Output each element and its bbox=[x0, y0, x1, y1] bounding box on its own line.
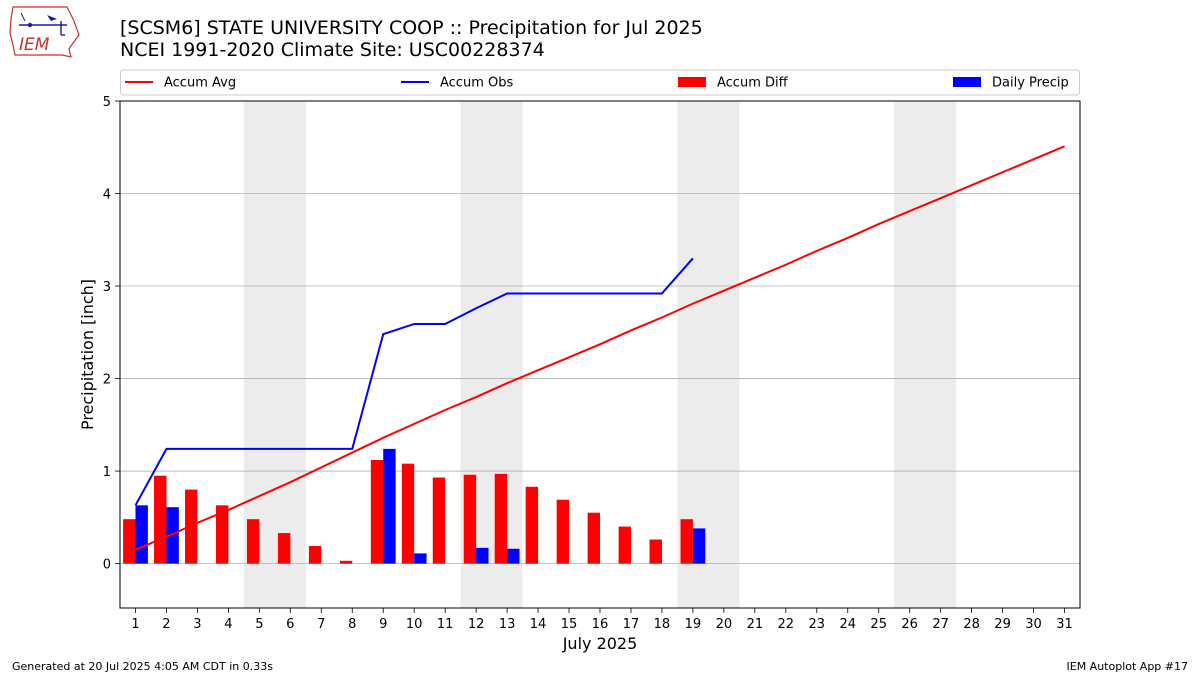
accum-diff-bar bbox=[246, 519, 260, 564]
x-tick-label: 11 bbox=[437, 617, 454, 632]
accum-obs-line bbox=[134, 257, 694, 506]
accum-diff-bar bbox=[556, 499, 570, 564]
weekend-band bbox=[925, 101, 957, 608]
accum-diff-bar bbox=[339, 560, 353, 564]
x-tick-label: 31 bbox=[1056, 617, 1073, 632]
x-tick-label: 17 bbox=[623, 617, 640, 632]
x-tick-label: 3 bbox=[193, 617, 201, 632]
svg-text:IEM: IEM bbox=[19, 35, 50, 55]
iem-logo: IEM bbox=[9, 6, 80, 58]
accum-diff-bar bbox=[494, 473, 508, 564]
accum-diff-bar bbox=[154, 475, 167, 564]
y-tick-label: 3 bbox=[103, 280, 111, 295]
legend-label-accum-diff: Accum Diff bbox=[717, 76, 789, 91]
legend-label-daily-precip: Daily Precip bbox=[992, 76, 1069, 91]
y-tick-label: 0 bbox=[103, 558, 111, 573]
legend-label-accum-obs: Accum Obs bbox=[440, 76, 513, 91]
chart-title-line1: [SCSM6] STATE UNIVERSITY COOP :: Precipi… bbox=[120, 17, 703, 39]
x-tick-label: 21 bbox=[747, 617, 764, 632]
daily-precip-bar bbox=[166, 507, 179, 564]
plot-frame bbox=[119, 100, 1081, 609]
x-tick-label: 7 bbox=[317, 617, 325, 632]
x-tick-label: 9 bbox=[379, 617, 387, 632]
accum-diff-bar bbox=[587, 512, 600, 564]
generated-timestamp: Generated at 20 Jul 2025 4:05 AM CDT in … bbox=[12, 660, 273, 673]
accum-diff-bar bbox=[680, 519, 693, 564]
x-tick-label: 1 bbox=[131, 617, 139, 632]
accum-diff-bar bbox=[432, 477, 446, 564]
x-tick-label: 6 bbox=[286, 617, 294, 632]
x-tick-label: 14 bbox=[530, 617, 547, 632]
x-tick-label: 18 bbox=[654, 617, 671, 632]
daily-precip-bar bbox=[135, 505, 148, 564]
daily-precip-bar bbox=[414, 553, 427, 564]
legend-swatch-accum-diff bbox=[678, 77, 706, 87]
accum-diff-bar bbox=[649, 539, 662, 564]
accum-diff-bar bbox=[123, 519, 136, 564]
y-axis-label: Precipitation [inch] bbox=[78, 279, 97, 430]
accum-diff-bar bbox=[308, 546, 322, 564]
x-tick-label: 25 bbox=[870, 617, 887, 632]
weekend-band bbox=[708, 101, 740, 608]
daily-precip-bar bbox=[692, 528, 706, 564]
x-tick-label: 12 bbox=[468, 617, 485, 632]
y-tick-label: 1 bbox=[103, 465, 111, 480]
app-label: IEM Autoplot App #17 bbox=[1066, 660, 1189, 673]
x-tick-label: 23 bbox=[809, 617, 826, 632]
y-tick-label: 2 bbox=[103, 373, 111, 388]
accum-diff-bar bbox=[370, 459, 384, 564]
weekend-band bbox=[894, 101, 926, 608]
accum-avg-line bbox=[135, 145, 1065, 551]
accum-diff-bar bbox=[525, 486, 539, 564]
chart-title-line2: NCEI 1991-2020 Climate Site: USC00228374 bbox=[120, 39, 545, 61]
accum-diff-bar bbox=[216, 505, 229, 564]
x-tick-label: 5 bbox=[255, 617, 263, 632]
x-tick-label: 30 bbox=[1025, 617, 1042, 632]
legend-box bbox=[120, 69, 1080, 96]
accum-diff-bar bbox=[277, 533, 291, 564]
x-tick-label: 15 bbox=[561, 617, 578, 632]
x-tick-label: 4 bbox=[224, 617, 232, 632]
legend-swatch-daily-precip bbox=[953, 77, 981, 87]
chart-title: [SCSM6] STATE UNIVERSITY COOP :: Precipi… bbox=[120, 17, 703, 61]
x-tick-label: 8 bbox=[348, 617, 356, 632]
accum-diff-bar bbox=[618, 526, 631, 564]
x-tick-label: 10 bbox=[406, 617, 423, 632]
accum-diff-bar bbox=[401, 463, 415, 564]
legend-label-accum-avg: Accum Avg bbox=[164, 76, 236, 91]
x-tick-label: 20 bbox=[716, 617, 733, 632]
daily-precip-bar bbox=[383, 448, 396, 564]
accum-diff-bar bbox=[463, 474, 477, 564]
x-tick-label: 27 bbox=[932, 617, 949, 632]
x-tick-label: 29 bbox=[994, 617, 1011, 632]
x-tick-label: 26 bbox=[901, 617, 918, 632]
y-tick-label: 4 bbox=[103, 188, 111, 203]
x-tick-label: 22 bbox=[778, 617, 795, 632]
x-tick-label: 19 bbox=[685, 617, 702, 632]
x-axis-label: July 2025 bbox=[562, 634, 638, 653]
x-tick-label: 13 bbox=[499, 617, 516, 632]
x-tick-label: 2 bbox=[162, 617, 170, 632]
x-tick-label: 24 bbox=[839, 617, 856, 632]
x-tick-label: 28 bbox=[963, 617, 980, 632]
daily-precip-bar bbox=[507, 548, 520, 564]
y-tick-label: 5 bbox=[103, 95, 111, 110]
daily-precip-bar bbox=[476, 547, 489, 564]
x-tick-label: 16 bbox=[592, 617, 609, 632]
weekend-band bbox=[274, 101, 306, 608]
